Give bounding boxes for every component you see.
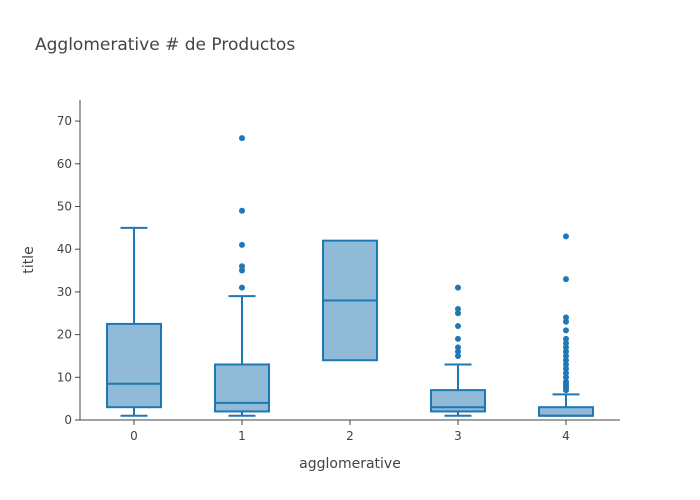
- x-axis: 0 1 2 3 4: [130, 420, 570, 443]
- outlier-point: [563, 314, 569, 321]
- outlier-point: [563, 233, 569, 240]
- outlier-point: [239, 263, 245, 270]
- y-tick-label: 50: [57, 200, 72, 214]
- outlier-point: [455, 310, 461, 317]
- outlier-point: [563, 352, 569, 359]
- y-tick-label: 30: [57, 285, 72, 299]
- box-series: [106, 135, 594, 417]
- outlier-point: [239, 284, 245, 291]
- outlier-point: [455, 344, 461, 351]
- outlier-point: [239, 267, 245, 274]
- y-axis: 0 10 20 30 40 50 60 70: [57, 114, 80, 427]
- y-tick-label: 0: [64, 413, 72, 427]
- iqr-box: [214, 363, 270, 413]
- outlier-point: [455, 335, 461, 342]
- x-tick-label: 4: [562, 429, 570, 443]
- box-3: [430, 284, 486, 417]
- box-1: [214, 135, 270, 417]
- box-0: [106, 226, 162, 417]
- iqr-box: [430, 389, 486, 413]
- y-axis-title: title: [21, 246, 37, 273]
- y-tick-label: 20: [57, 328, 72, 342]
- outlier-point: [239, 135, 245, 142]
- x-tick-label: 0: [130, 429, 138, 443]
- outlier-point: [563, 370, 569, 377]
- outlier-point: [563, 357, 569, 364]
- outlier-point: [563, 348, 569, 355]
- outlier-point: [563, 318, 569, 325]
- chart-title: Agglomerative # de Productos: [35, 35, 295, 55]
- outlier-point: [455, 284, 461, 291]
- outlier-point: [563, 327, 569, 334]
- x-axis-title: agglomerative: [299, 456, 401, 472]
- outlier-point: [563, 335, 569, 342]
- outlier-point: [455, 348, 461, 355]
- box-2: [322, 239, 378, 362]
- outlier-point: [563, 361, 569, 368]
- outlier-point: [239, 241, 245, 248]
- y-tick-label: 10: [57, 370, 72, 384]
- x-tick-label: 2: [346, 429, 354, 443]
- outlier-point: [563, 344, 569, 351]
- box-4: [538, 233, 594, 417]
- outlier-point: [455, 352, 461, 359]
- outlier-point: [455, 305, 461, 312]
- outlier-point: [563, 340, 569, 347]
- x-tick-label: 3: [454, 429, 462, 443]
- x-tick-label: 1: [238, 429, 246, 443]
- y-tick-label: 70: [57, 114, 72, 128]
- iqr-box: [106, 322, 162, 409]
- iqr-box: [538, 406, 594, 417]
- outlier-point: [455, 323, 461, 330]
- y-tick-label: 40: [57, 242, 72, 256]
- outlier-point: [563, 276, 569, 283]
- y-tick-label: 60: [57, 157, 72, 171]
- outlier-point: [563, 374, 569, 381]
- outlier-point: [239, 207, 245, 214]
- outlier-point: [563, 378, 569, 385]
- outlier-point: [563, 365, 569, 372]
